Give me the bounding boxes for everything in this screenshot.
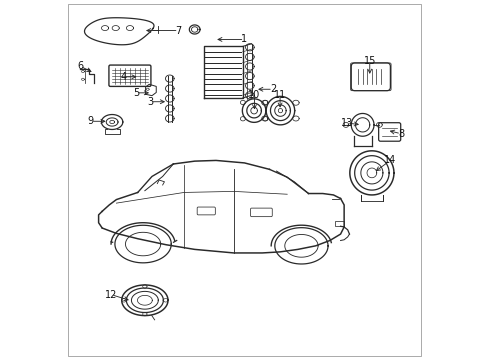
- Text: 3: 3: [147, 97, 153, 107]
- Text: 2: 2: [269, 84, 276, 94]
- Text: 14: 14: [384, 156, 396, 166]
- Text: 8: 8: [397, 129, 403, 139]
- Text: 7: 7: [175, 26, 182, 36]
- Text: 6: 6: [77, 61, 83, 71]
- Text: 1: 1: [241, 35, 247, 44]
- Text: 4: 4: [120, 72, 126, 82]
- Text: 5: 5: [133, 88, 139, 98]
- Text: 11: 11: [273, 90, 285, 100]
- Text: 13: 13: [340, 118, 352, 128]
- Bar: [335, 221, 344, 226]
- Text: 9: 9: [87, 116, 94, 126]
- Text: 12: 12: [104, 289, 117, 300]
- Text: 10: 10: [248, 90, 260, 100]
- Text: 15: 15: [363, 56, 375, 66]
